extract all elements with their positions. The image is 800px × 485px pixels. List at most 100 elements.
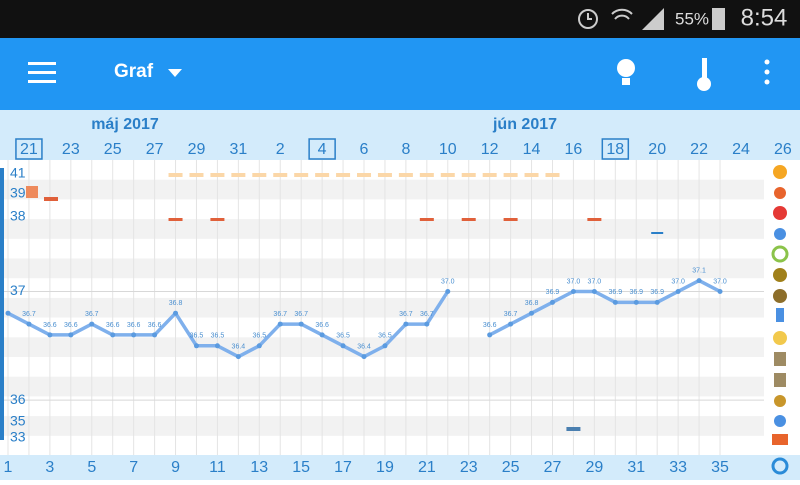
temperature-point bbox=[298, 321, 304, 327]
value-label: 36.7 bbox=[273, 311, 287, 318]
temperature-point bbox=[591, 288, 597, 294]
temperature-point bbox=[403, 321, 409, 327]
date-label: 14 bbox=[523, 141, 541, 158]
x-tick-label: 17 bbox=[334, 459, 352, 476]
status-icons bbox=[578, 8, 664, 30]
value-label: 36.4 bbox=[357, 344, 371, 351]
symbol-mark bbox=[419, 173, 434, 177]
value-label: 36.7 bbox=[420, 311, 434, 318]
temperature-point bbox=[549, 299, 555, 305]
menu-button[interactable] bbox=[28, 62, 56, 83]
date-label: 16 bbox=[565, 141, 583, 158]
date-label: 21 bbox=[20, 141, 38, 158]
value-label: 36.6 bbox=[64, 322, 78, 329]
value-label: 36.9 bbox=[629, 289, 643, 296]
value-label: 36.7 bbox=[294, 311, 308, 318]
symbol-mark bbox=[524, 173, 539, 177]
temperature-line bbox=[488, 278, 721, 337]
value-label: 36.7 bbox=[85, 311, 99, 318]
x-tick-label: 21 bbox=[418, 459, 436, 476]
symbol-mark bbox=[357, 173, 372, 177]
temperature-line bbox=[7, 290, 450, 359]
x-tick-label: 7 bbox=[129, 459, 138, 476]
symbol-mark bbox=[419, 218, 434, 221]
value-label: 36.6 bbox=[148, 322, 162, 329]
temperature-point bbox=[131, 332, 137, 338]
value-label: 36.5 bbox=[252, 333, 266, 340]
date-label: 24 bbox=[732, 141, 750, 158]
symbol-mark bbox=[336, 173, 351, 177]
date-label: 2 bbox=[276, 141, 285, 158]
stripe bbox=[0, 179, 764, 200]
x-tick-label: 11 bbox=[209, 459, 226, 476]
temperature-point bbox=[193, 343, 199, 349]
row-label: 33 bbox=[10, 429, 26, 445]
date-label: 18 bbox=[606, 141, 624, 158]
value-label: 37.0 bbox=[713, 278, 727, 285]
symbol-mark bbox=[210, 173, 225, 177]
x-tick-label: 25 bbox=[502, 459, 520, 476]
value-label: 36.6 bbox=[43, 322, 57, 329]
symbol-mark bbox=[503, 173, 518, 177]
date-label: 23 bbox=[62, 141, 80, 158]
value-label: 36.6 bbox=[106, 322, 120, 329]
x-tick-label: 33 bbox=[669, 459, 687, 476]
date-header bbox=[0, 110, 800, 160]
value-label: 36.9 bbox=[650, 289, 664, 296]
temperature-point bbox=[89, 321, 95, 327]
temperature-point bbox=[633, 299, 639, 305]
value-label: 36.7 bbox=[504, 311, 518, 318]
dropdown-arrow[interactable] bbox=[168, 69, 182, 77]
value-label: 36.6 bbox=[127, 322, 141, 329]
symbol-mark bbox=[503, 218, 518, 221]
value-label: 36.5 bbox=[211, 333, 225, 340]
x-tick-label: 31 bbox=[627, 459, 645, 476]
value-label: 36.6 bbox=[315, 322, 329, 329]
temperature-point bbox=[696, 278, 702, 284]
symbol-mark bbox=[440, 173, 455, 177]
row-label: 39 bbox=[10, 185, 26, 201]
temperature-point bbox=[487, 332, 493, 338]
screen-title[interactable]: Graf bbox=[114, 61, 154, 82]
tips-button[interactable] bbox=[617, 59, 635, 85]
date-box bbox=[308, 138, 336, 160]
temperature-point bbox=[152, 332, 158, 338]
symbol-mark bbox=[651, 232, 664, 234]
row-label: 38 bbox=[10, 208, 26, 224]
value-label: 36.4 bbox=[232, 344, 246, 351]
value-label: 36.8 bbox=[525, 300, 539, 307]
temperature-point bbox=[529, 310, 535, 316]
value-label: 36.6 bbox=[483, 322, 497, 329]
temperature-point bbox=[256, 343, 262, 349]
overflow-button[interactable] bbox=[764, 59, 770, 85]
temperature-point bbox=[319, 332, 325, 338]
symbol-mark bbox=[398, 173, 413, 177]
x-tick-label: 23 bbox=[460, 459, 478, 476]
date-label: 31 bbox=[229, 141, 247, 158]
app-bar bbox=[0, 38, 800, 110]
symbol-mark bbox=[189, 173, 204, 177]
thermometer-button[interactable] bbox=[697, 58, 711, 91]
battery: 55% bbox=[675, 9, 709, 28]
temperature-point bbox=[235, 354, 241, 360]
temperature-point bbox=[47, 332, 53, 338]
symbol-mark bbox=[377, 173, 392, 177]
symbol-mark bbox=[44, 197, 58, 201]
date-box bbox=[15, 138, 43, 160]
date-label: 12 bbox=[481, 141, 499, 158]
x-tick-label: 19 bbox=[376, 459, 394, 476]
y-tick-label: 37 bbox=[10, 282, 26, 298]
symbol-column bbox=[771, 165, 789, 475]
temperature-point bbox=[26, 321, 32, 327]
temperature-point bbox=[508, 321, 514, 327]
temperature-point bbox=[5, 310, 11, 316]
stripe bbox=[0, 219, 764, 239]
temperature-point bbox=[570, 288, 576, 294]
temperature-point bbox=[361, 354, 367, 360]
x-tick-label: 13 bbox=[250, 459, 268, 476]
value-label: 37.1 bbox=[692, 267, 706, 274]
value-label: 36.7 bbox=[22, 311, 36, 318]
